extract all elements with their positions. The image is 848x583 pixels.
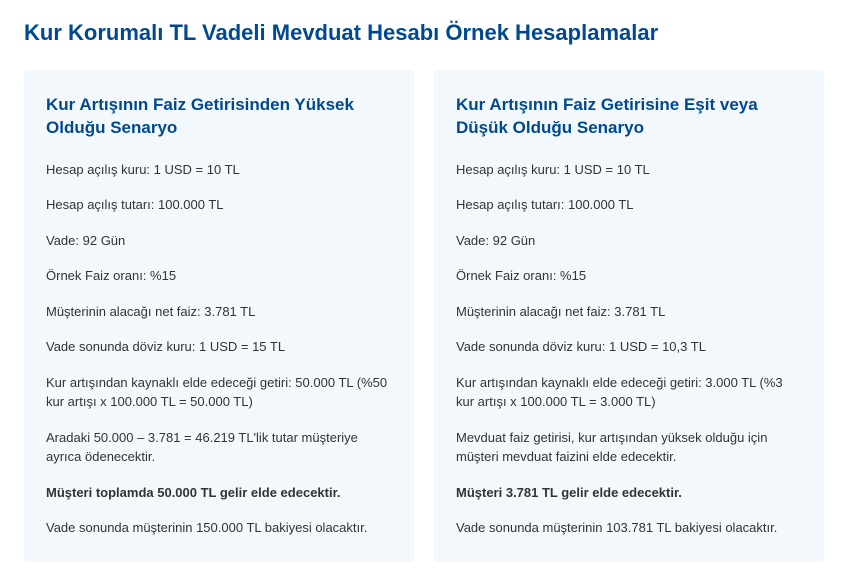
card-line: Hesap açılış tutarı: 100.000 TL (46, 195, 392, 215)
card-line: Vade: 92 Gün (456, 231, 802, 251)
page-title: Kur Korumalı TL Vadeli Mevduat Hesabı Ör… (24, 20, 824, 46)
card-line: Mevduat faiz getirisi, kur artışından yü… (456, 428, 802, 467)
card-title: Kur Artışının Faiz Getirisinden Yüksek O… (46, 94, 392, 140)
card-line: Hesap açılış tutarı: 100.000 TL (456, 195, 802, 215)
scenario-card-low: Kur Artışının Faiz Getirisine Eşit veya … (434, 70, 824, 562)
card-line: Vade sonunda müşterinin 150.000 TL bakiy… (46, 518, 392, 538)
card-line-result: Müşteri toplamda 50.000 TL gelir elde ed… (46, 483, 392, 503)
card-title: Kur Artışının Faiz Getirisine Eşit veya … (456, 94, 802, 140)
card-line: Kur artışından kaynaklı elde edeceği get… (456, 373, 802, 412)
scenario-card-high: Kur Artışının Faiz Getirisinden Yüksek O… (24, 70, 414, 562)
card-line: Hesap açılış kuru: 1 USD = 10 TL (46, 160, 392, 180)
card-line: Kur artışından kaynaklı elde edeceği get… (46, 373, 392, 412)
cards-container: Kur Artışının Faiz Getirisinden Yüksek O… (24, 70, 824, 562)
card-line: Örnek Faiz oranı: %15 (456, 266, 802, 286)
card-line: Aradaki 50.000 – 3.781 = 46.219 TL'lik t… (46, 428, 392, 467)
card-line: Vade sonunda döviz kuru: 1 USD = 10,3 TL (456, 337, 802, 357)
card-line: Hesap açılış kuru: 1 USD = 10 TL (456, 160, 802, 180)
card-line: Vade sonunda müşterinin 103.781 TL bakiy… (456, 518, 802, 538)
card-line: Örnek Faiz oranı: %15 (46, 266, 392, 286)
card-line: Müşterinin alacağı net faiz: 3.781 TL (456, 302, 802, 322)
card-line: Vade sonunda döviz kuru: 1 USD = 15 TL (46, 337, 392, 357)
card-line: Müşterinin alacağı net faiz: 3.781 TL (46, 302, 392, 322)
card-line-result: Müşteri 3.781 TL gelir elde edecektir. (456, 483, 802, 503)
card-line: Vade: 92 Gün (46, 231, 392, 251)
